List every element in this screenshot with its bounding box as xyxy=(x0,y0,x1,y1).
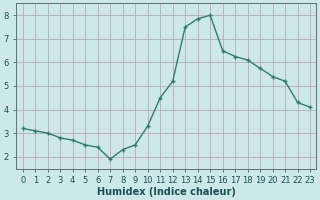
X-axis label: Humidex (Indice chaleur): Humidex (Indice chaleur) xyxy=(97,187,236,197)
